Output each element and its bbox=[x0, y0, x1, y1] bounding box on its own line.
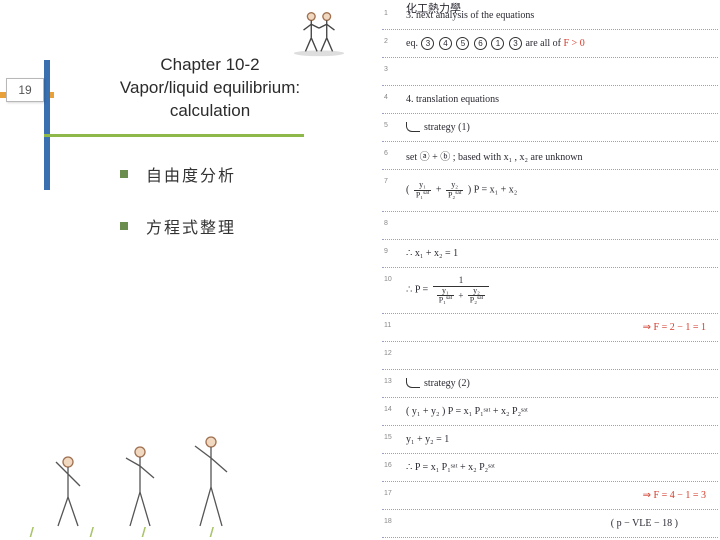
handwritten-notes: 化工熱力學 1 3. next analysis of the equation… bbox=[382, 2, 718, 538]
line-number: 13 bbox=[384, 378, 392, 385]
note-seg: strategy (2) bbox=[424, 378, 470, 389]
note-row: 13 strategy (2) bbox=[382, 370, 718, 398]
note-row: 8 bbox=[382, 212, 718, 240]
circled-number-icon: 1 bbox=[491, 37, 504, 50]
line-number: 6 bbox=[384, 150, 388, 157]
bullet-text: 方程式整理 bbox=[146, 214, 236, 238]
note-row: 17 ⇒ F = 4 − 1 = 3 bbox=[382, 482, 718, 510]
page-number: 19 bbox=[6, 78, 44, 102]
circled-number-icon: 3 bbox=[421, 37, 434, 50]
bullet-icon bbox=[120, 222, 128, 230]
note-seg-red: F > 0 bbox=[564, 38, 585, 49]
note-text: y₁ + y₂ = 1 bbox=[406, 434, 449, 445]
line-number: 2 bbox=[384, 38, 388, 45]
line-number: 10 bbox=[384, 276, 392, 283]
line-number: 1 bbox=[384, 10, 388, 17]
line-number: 8 bbox=[384, 220, 388, 227]
stick-figure-icon bbox=[120, 442, 160, 532]
note-row: 16 ∴ P = x₁ P₁ˢᵃᵗ + x₂ P₂ˢᵃᵗ bbox=[382, 454, 718, 482]
note-text: 4. translation equations bbox=[406, 94, 499, 105]
title-line-1: Chapter 10-2 bbox=[100, 54, 320, 77]
note-row: 2 eq. 3 4 5 6 1 3 are all of F > 0 bbox=[382, 30, 718, 58]
note-row: 12 bbox=[382, 342, 718, 370]
note-row: 5 strategy (1) bbox=[382, 114, 718, 142]
line-number: 15 bbox=[384, 434, 392, 441]
note-seg: are all of bbox=[525, 38, 563, 49]
note-text-red: ⇒ F = 2 − 1 = 1 bbox=[643, 322, 706, 333]
note-equation: ∴ P = 1 y₁P₁sat + y₂P₂sat bbox=[406, 276, 491, 305]
line-number: 16 bbox=[384, 462, 392, 469]
line-number: 14 bbox=[384, 406, 392, 413]
title-underline bbox=[44, 134, 304, 137]
note-text: ∴ P = x₁ P₁ˢᵃᵗ + x₂ P₂ˢᵃᵗ bbox=[406, 462, 495, 473]
note-row: 18 ( p − VLE − 18 ) bbox=[382, 510, 718, 538]
bullet-icon bbox=[120, 170, 128, 178]
note-row: 10 ∴ P = 1 y₁P₁sat + y₂P₂sat bbox=[382, 268, 718, 314]
circled-number-icon: 4 bbox=[439, 37, 452, 50]
note-text: ( p − VLE − 18 ) bbox=[611, 518, 678, 529]
line-number: 4 bbox=[384, 94, 388, 101]
lead-arrow-icon bbox=[406, 378, 420, 388]
note-row: 15 y₁ + y₂ = 1 bbox=[382, 426, 718, 454]
page-number-text: 19 bbox=[18, 83, 31, 97]
stick-figure-icon bbox=[50, 452, 86, 532]
note-text: eq. 3 4 5 6 1 3 are all of F > 0 bbox=[406, 37, 585, 50]
line-number: 12 bbox=[384, 350, 392, 357]
note-row: 6 set ⓐ + ⓑ ; based with x₁ , x₂ are unk… bbox=[382, 142, 718, 170]
line-number: 11 bbox=[384, 322, 391, 329]
line-number: 7 bbox=[384, 178, 388, 185]
fraction-num: 1 bbox=[457, 276, 466, 285]
note-text: set ⓐ + ⓑ ; based with x₁ , x₂ are unkno… bbox=[406, 148, 582, 163]
note-text: ∴ x₁ + x₂ = 1 bbox=[406, 248, 458, 259]
note-row: 14 ( y₁ + y₂ ) P = x₁ P₁ˢᵃᵗ + x₂ P₂ˢᵃᵗ bbox=[382, 398, 718, 426]
note-equation: ( y₁P₁sat + y₂P₂sat ) P = x₁ + x₂ bbox=[406, 181, 517, 199]
note-text-red: ⇒ F = 4 − 1 = 3 bbox=[643, 490, 706, 501]
note-text: strategy (1) bbox=[406, 122, 470, 133]
note-row: 3 bbox=[382, 58, 718, 86]
note-row: 4 4. translation equations bbox=[382, 86, 718, 114]
note-text: ( y₁ + y₂ ) P = x₁ P₁ˢᵃᵗ + x₂ P₂ˢᵃᵗ bbox=[406, 406, 528, 417]
bullet-list: 自由度分析 方程式整理 bbox=[120, 162, 236, 266]
slide-title: Chapter 10-2 Vapor/liquid equilibrium: c… bbox=[100, 54, 320, 123]
circled-number-icon: 6 bbox=[474, 37, 487, 50]
note-seg: ∴ P = bbox=[406, 285, 431, 296]
line-number: 18 bbox=[384, 518, 392, 525]
note-text: strategy (2) bbox=[406, 378, 470, 389]
circled-number-icon: 3 bbox=[509, 37, 522, 50]
note-text: 3. next analysis of the equations bbox=[406, 10, 534, 21]
title-line-2: Vapor/liquid equilibrium: bbox=[100, 77, 320, 100]
note-seg: eq. bbox=[406, 38, 420, 49]
title-line-3: calculation bbox=[100, 100, 320, 123]
decorative-figures-top bbox=[290, 6, 348, 58]
line-number: 5 bbox=[384, 122, 388, 129]
accent-bar-blue bbox=[44, 60, 50, 190]
note-row: 1 3. next analysis of the equations bbox=[382, 2, 718, 30]
note-seg: strategy (1) bbox=[424, 122, 470, 133]
note-row: 9 ∴ x₁ + x₂ = 1 bbox=[382, 240, 718, 268]
bullet-text: 自由度分析 bbox=[146, 162, 236, 186]
list-item: 自由度分析 bbox=[120, 162, 236, 186]
decorative-figures-bottom: //// //// //// //// bbox=[60, 430, 280, 540]
lead-arrow-icon bbox=[406, 122, 420, 132]
circled-number-icon: 5 bbox=[456, 37, 469, 50]
note-row: 7 ( y₁P₁sat + y₂P₂sat ) P = x₁ + x₂ bbox=[382, 170, 718, 212]
line-number: 9 bbox=[384, 248, 388, 255]
stick-figure-icon bbox=[190, 432, 232, 532]
line-number: 17 bbox=[384, 490, 392, 497]
note-row: 11 ⇒ F = 2 − 1 = 1 bbox=[382, 314, 718, 342]
line-number: 3 bbox=[384, 66, 388, 73]
list-item: 方程式整理 bbox=[120, 214, 236, 238]
